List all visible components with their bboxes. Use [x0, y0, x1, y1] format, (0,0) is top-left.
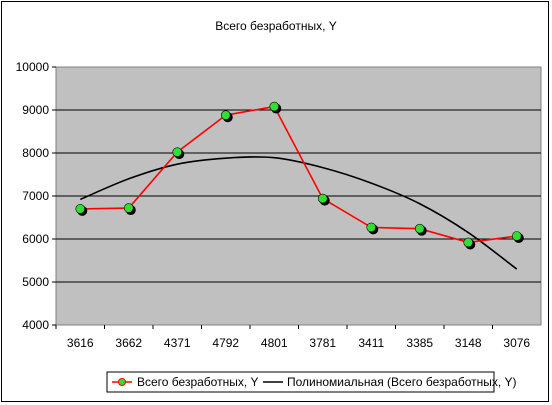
x-tick-label: 4792 — [212, 336, 239, 350]
legend-label-series-1: Всего безработных, Y — [137, 375, 259, 389]
x-tick-label: 4371 — [164, 336, 191, 350]
x-tick-label: 3662 — [115, 336, 142, 350]
data-point — [317, 193, 328, 204]
legend: Всего безработных, Y Полиномиальная (Все… — [106, 371, 517, 393]
y-tick-label: 6000 — [22, 232, 49, 246]
gridlines — [56, 109, 541, 283]
legend-label-series-2: Полиномиальная (Всего безработных, Y) — [287, 375, 517, 389]
x-axis: 3616 3662 4371 4792 4801 3781 3411 3385 3148 3076 — [55, 325, 530, 350]
y-tick-label: 7000 — [22, 189, 49, 203]
data-point — [75, 204, 86, 214]
y-tick-label: 4000 — [22, 318, 49, 332]
x-tick-label: 3616 — [67, 336, 94, 350]
x-tick-label: 4801 — [261, 336, 288, 350]
legend-box — [106, 371, 495, 393]
data-point — [172, 147, 183, 157]
data-point — [414, 223, 425, 234]
series-line-trend — [79, 156, 518, 270]
y-tick-label: 5000 — [22, 275, 49, 289]
x-tick-label: 3781 — [309, 336, 336, 350]
data-point — [511, 231, 522, 241]
x-tick-label: 3076 — [503, 336, 530, 350]
x-tick-label: 3411 — [358, 336, 384, 350]
y-tick-label: 10000 — [16, 60, 50, 74]
x-tick-label: 3148 — [455, 336, 482, 350]
data-point — [366, 222, 377, 233]
data-point — [463, 237, 474, 248]
legend-marker-series-1 — [118, 378, 126, 386]
series-line-main — [80, 105, 517, 244]
chart-title: Всего безработных, Y — [215, 19, 337, 33]
y-axis: 4000 5000 6000 7000 8000 9000 10000 — [16, 60, 56, 332]
x-tick-label: 3385 — [406, 336, 433, 350]
data-point — [269, 101, 280, 112]
data-point — [123, 203, 134, 213]
y-tick-label: 9000 — [22, 103, 49, 117]
data-point — [220, 110, 231, 120]
series-layer — [75, 101, 524, 270]
y-tick-label: 8000 — [22, 146, 49, 160]
